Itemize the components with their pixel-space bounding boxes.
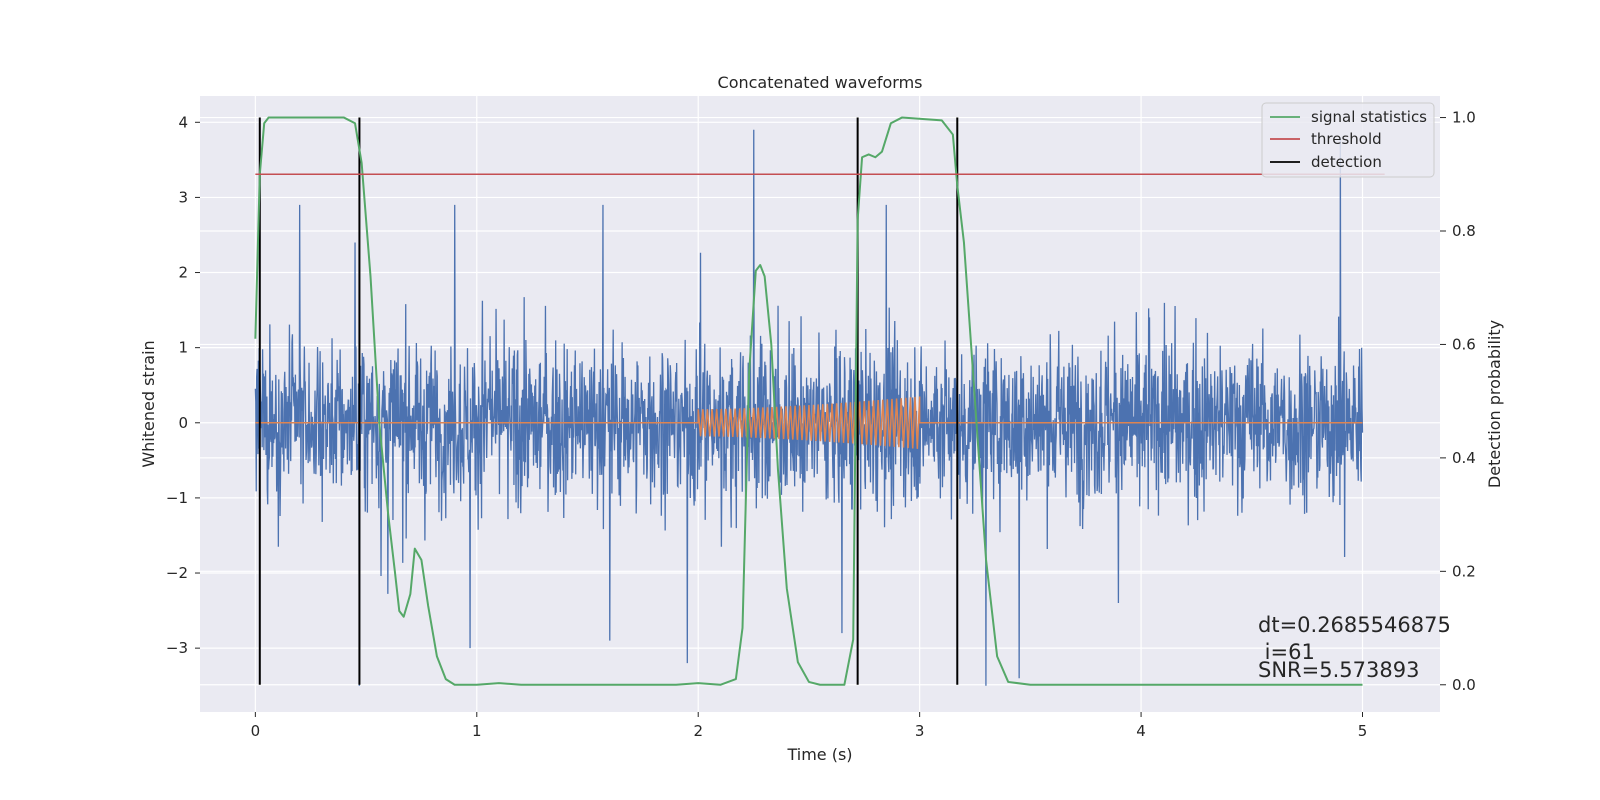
x-tick-label: 2 (693, 722, 703, 740)
y-tick-label: 1 (178, 339, 188, 357)
y2-tick-label: 0.6 (1452, 335, 1476, 353)
x-tick-label: 3 (915, 722, 925, 740)
strain-series-line (254, 129, 1364, 686)
y-tick-label: 4 (178, 113, 188, 131)
data-layer (254, 116, 1385, 686)
x-tick-label: 4 (1136, 722, 1146, 740)
annotations: dt=0.2685546875 i=61 SNR=5.573893 (1258, 613, 1451, 682)
y2-tick-label: 0.8 (1452, 222, 1476, 240)
y-tick-label: −3 (166, 639, 188, 657)
annotation-dt: dt=0.2685546875 (1258, 613, 1451, 637)
signal-statistics-line (254, 116, 1363, 686)
x-axis-label: Time (s) (786, 745, 852, 764)
annotation-i: i=61 (1258, 640, 1315, 664)
y-axis-label: Whitened strain (139, 340, 158, 467)
chart-title: Concatenated waveforms (718, 73, 923, 92)
x-tick-label: 5 (1358, 722, 1368, 740)
legend-label-threshold: threshold (1311, 130, 1382, 148)
y2-tick-label: 0.0 (1452, 676, 1476, 694)
y2-tick-label: 1.0 (1452, 109, 1476, 127)
annotation-snr: SNR=5.573893 (1258, 658, 1419, 682)
y-tick-label: 2 (178, 264, 188, 282)
x-tick-label: 1 (472, 722, 482, 740)
y-tick-label: −1 (166, 489, 188, 507)
legend-label-signal-statistics: signal statistics (1311, 108, 1427, 126)
y-tick-label: −2 (166, 564, 188, 582)
x-tick-label: 0 (251, 722, 261, 740)
y2-tick-label: 0.4 (1452, 449, 1476, 467)
legend-label-detection: detection (1311, 153, 1382, 171)
y2-tick-label: 0.2 (1452, 562, 1476, 580)
y2-axis-label: Detection probability (1485, 320, 1504, 488)
y-tick-label: 0 (178, 414, 188, 432)
legend-box (1261, 102, 1435, 178)
axes: 0 1 2 3 4 5 4 3 2 1 0 −1 −2 −3 1.0 0.8 0.6 0.4 0.2 0.0 (166, 109, 1476, 740)
legend: signal statistics threshold detection (1261, 102, 1435, 178)
injected-waveform-line (255, 396, 1363, 449)
y-tick-label: 3 (178, 188, 188, 206)
